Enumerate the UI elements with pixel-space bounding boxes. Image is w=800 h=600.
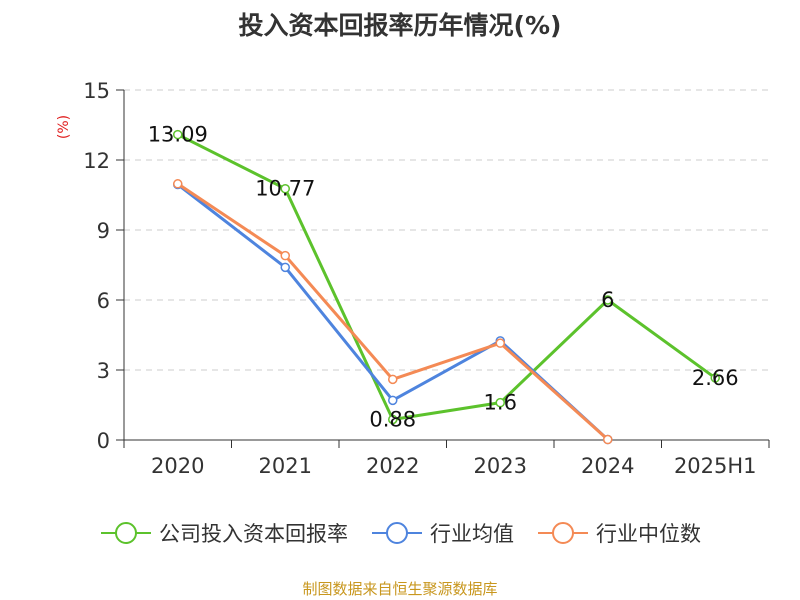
legend-marker-icon: [372, 522, 422, 544]
data-point: [388, 414, 398, 425]
legend-item[interactable]: 行业中位数: [536, 518, 701, 548]
x-tick-label: 2020: [151, 454, 204, 478]
legend-marker-icon: [538, 522, 588, 544]
legend-label: 公司投入资本回报率: [159, 522, 348, 546]
y-tick-label: 6: [97, 289, 110, 313]
legend-item[interactable]: 公司投入资本回报率: [99, 518, 348, 548]
grid-lines: [124, 89, 769, 371]
data-point: [495, 397, 505, 408]
data-point: [388, 395, 398, 406]
data-label: 0.88: [369, 407, 416, 431]
axes: 0 3 6 9 12 15 2020 2021 2022 2023 2024 2025H1: [83, 79, 770, 478]
legend-item[interactable]: 行业均值: [370, 518, 514, 548]
x-tick-label: 2022: [366, 454, 419, 478]
series-lines: [173, 129, 720, 445]
data-point: [280, 183, 290, 194]
x-tick-label: 2025H1: [674, 454, 757, 478]
legend-label: 行业中位数: [596, 522, 701, 546]
data-point: [495, 338, 505, 348]
data-point: [603, 295, 613, 305]
legend-label: 行业均值: [430, 522, 514, 546]
chart-title: 投入资本回报率历年情况(%): [238, 11, 562, 40]
data-point: [280, 262, 290, 273]
data-label: 6: [601, 288, 614, 312]
x-tick-label: 2024: [581, 454, 634, 478]
y-tick-label: 9: [97, 219, 110, 243]
data-label: 2.66: [692, 366, 739, 390]
y-tick-label: 15: [83, 79, 110, 103]
x-tick-label: 2023: [474, 454, 527, 478]
data-label: 10.77: [255, 177, 315, 201]
legend: 公司投入资本回报率 行业均值 行业中位数: [0, 518, 800, 548]
data-label: 1.6: [484, 391, 517, 415]
y-axis-label: (%): [56, 115, 72, 139]
series-line: [177, 133, 717, 421]
data-point: [710, 373, 720, 383]
data-labels: 13.09 10.77 0.88 1.6 6 2.66: [148, 123, 739, 432]
data-point: [173, 129, 183, 140]
y-tick-label: 0: [97, 429, 110, 453]
data-point: [603, 434, 613, 445]
data-point: [280, 250, 290, 261]
legend-marker-icon: [101, 522, 151, 544]
y-tick-label: 12: [83, 149, 110, 173]
y-tick-label: 3: [97, 359, 110, 383]
data-point: [173, 179, 183, 189]
data-label: 13.09: [148, 123, 208, 147]
x-tick-label: 2021: [259, 454, 312, 478]
source-note: 制图数据来自恒生聚源数据库: [302, 580, 498, 598]
data-point: [388, 374, 398, 385]
